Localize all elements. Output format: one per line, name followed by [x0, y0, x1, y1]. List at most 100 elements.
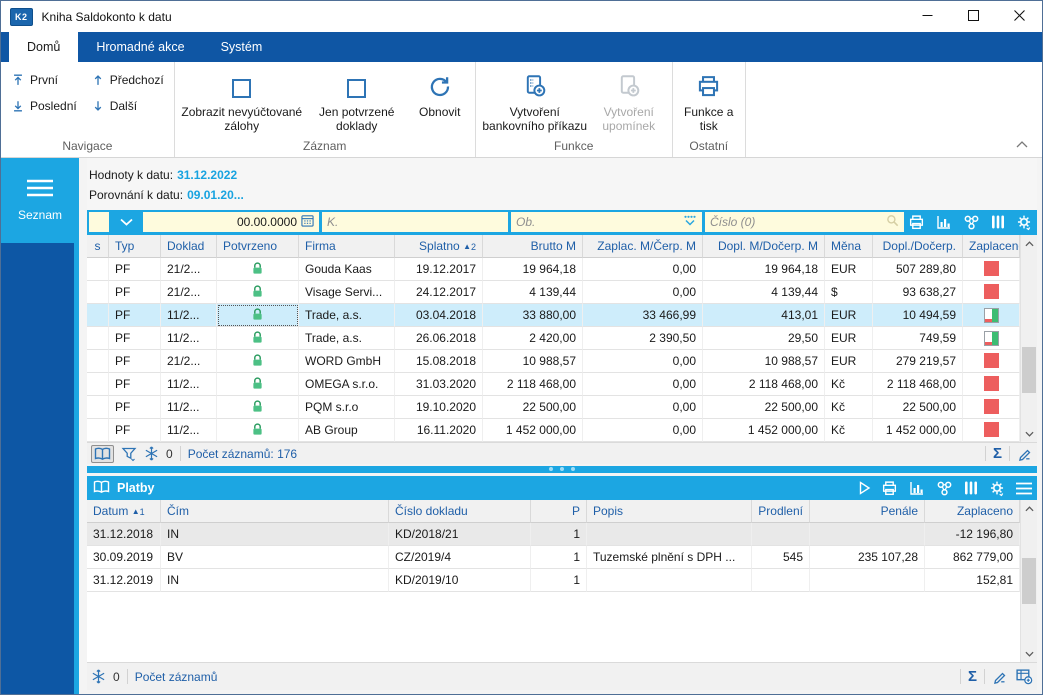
table-row[interactable]: PF 21/2... WORD GmbH 15.08.2018 10 988,57 0,0… — [87, 350, 1020, 373]
cell-brutto: 19 964,18 — [483, 258, 583, 281]
k-filter-input[interactable]: K. — [322, 212, 508, 232]
date-filter-input[interactable]: 00.00.0000 — [143, 212, 319, 232]
view-book-button[interactable] — [91, 444, 114, 463]
table-row[interactable]: PF 21/2... Gouda Kaas 19.12.2017 19 964,18 0,… — [87, 258, 1020, 281]
create-bank-order-button[interactable]: Vytvoření bankovního příkazu — [480, 66, 590, 138]
tab-system[interactable]: Systém — [220, 40, 263, 54]
close-button[interactable] — [996, 1, 1042, 32]
cell-mena: Kč — [825, 396, 873, 419]
columns-button[interactable] — [963, 480, 979, 496]
scroll-down-button[interactable] — [1021, 425, 1037, 442]
nav-next-button[interactable]: Další — [91, 94, 164, 118]
tab-hromadne-akce[interactable]: Hromadné akce — [96, 40, 185, 54]
col-splatno[interactable]: Splatno ▲2 — [395, 235, 483, 258]
col-datum[interactable]: Datum ▲1 — [87, 500, 161, 523]
compare-date[interactable]: 09.01.20... — [187, 188, 244, 202]
sidebar-tab-seznam[interactable]: Seznam — [1, 158, 79, 243]
col-typ[interactable]: Typ — [109, 235, 161, 258]
platby-row[interactable]: 31.12.2018 IN KD/2018/21 1 -12 196,80 — [87, 523, 1020, 546]
col-brutto-m[interactable]: Brutto M — [483, 235, 583, 258]
snowflake-icon[interactable] — [91, 669, 106, 684]
filter-dropdown-button[interactable] — [112, 212, 140, 232]
tab-domu[interactable]: Domů — [9, 32, 79, 62]
cell-potvrzeno — [217, 304, 299, 327]
nav-first-button[interactable]: První — [11, 68, 77, 92]
print-button[interactable] — [880, 480, 899, 497]
col-dopl-docerp[interactable]: Dopl./Dočerp. — [873, 235, 963, 258]
refresh-button[interactable]: Obnovit — [409, 66, 471, 138]
platby-table-body: 31.12.2018 IN KD/2018/21 1 -12 196,80 30.09.2… — [87, 523, 1020, 592]
saldo-vertical-scrollbar[interactable] — [1020, 235, 1037, 442]
scroll-thumb[interactable] — [1022, 558, 1036, 604]
table-row[interactable]: PF 11/2... AB Group 16.11.2020 1 452 000,00 0… — [87, 419, 1020, 442]
ob-filter-placeholder: Ob. — [516, 215, 536, 229]
settings-button[interactable] — [1015, 214, 1033, 231]
col-dopl-m[interactable]: Dopl. M/Dočerp. M — [703, 235, 825, 258]
ob-filter-input[interactable]: Ob. — [511, 212, 702, 232]
multi-select-icon[interactable] — [683, 215, 697, 229]
col-p[interactable]: P — [531, 500, 587, 523]
number-filter-input[interactable]: Číslo (0) — [705, 212, 904, 232]
chart-button[interactable] — [908, 480, 926, 496]
cell-mena: EUR — [825, 258, 873, 281]
table-row[interactable]: PF 11/2... Trade, a.s. 26.06.2018 2 420,00 2 … — [87, 327, 1020, 350]
settings-button[interactable] — [988, 480, 1006, 497]
col-potvrzeno[interactable]: Potvrzeno — [217, 235, 299, 258]
sum-button[interactable]: Σ — [967, 667, 977, 685]
nav-last-button[interactable]: Poslední — [11, 94, 77, 118]
table-row[interactable]: PF 11/2... OMEGA s.r.o. 31.03.2020 2 118 468… — [87, 373, 1020, 396]
col-zaplaceno[interactable]: Zaplaceno — [963, 235, 1020, 258]
cell-doplcerp: 279 219,57 — [873, 350, 963, 373]
minimize-button[interactable] — [904, 1, 950, 32]
panel-splitter[interactable] — [87, 464, 1037, 474]
nav-previous-button[interactable]: Předchozí — [91, 68, 164, 92]
chart-button[interactable] — [935, 214, 953, 230]
menu-button[interactable] — [1015, 482, 1033, 495]
col-firma[interactable]: Firma — [299, 235, 395, 258]
col-mena[interactable]: Měna — [825, 235, 873, 258]
cell-s — [87, 327, 109, 350]
edit-button[interactable] — [992, 669, 1008, 685]
table-row[interactable]: PF 11/2... PQM s.r.o 19.10.2020 22 500,00 0,0… — [87, 396, 1020, 419]
print-button[interactable] — [907, 214, 926, 231]
platby-row[interactable]: 30.09.2019 BV CZ/2019/4 1 Tuzemské plnění s … — [87, 546, 1020, 569]
relations-button[interactable] — [962, 214, 981, 231]
add-record-button[interactable] — [1015, 668, 1033, 685]
scroll-thumb[interactable] — [1022, 347, 1036, 393]
only-confirmed-docs-toggle[interactable]: Jen potvrzené doklady — [305, 66, 409, 138]
col-zaplaceno[interactable]: Zaplaceno — [925, 500, 1020, 523]
filter-color-box[interactable] — [89, 212, 109, 232]
col-zaplac-m[interactable]: Zaplac. M/Čerp. M — [583, 235, 703, 258]
functions-print-button[interactable]: Funkce a tisk — [677, 66, 741, 138]
paid-indicator — [983, 261, 999, 276]
nav-last-label: Poslední — [30, 99, 77, 113]
scroll-up-button[interactable] — [1021, 500, 1037, 517]
snowflake-icon[interactable] — [144, 446, 159, 461]
col-prodleni[interactable]: Prodlení — [752, 500, 810, 523]
platby-row[interactable]: 31.12.2019 IN KD/2019/10 1 152,81 — [87, 569, 1020, 592]
maximize-button[interactable] — [950, 1, 996, 32]
col-s[interactable]: s — [87, 235, 109, 258]
col-cislo-dokladu[interactable]: Číslo dokladu — [389, 500, 531, 523]
values-date[interactable]: 31.12.2022 — [177, 168, 238, 182]
sum-button[interactable]: Σ — [992, 444, 1002, 462]
platby-vertical-scrollbar[interactable] — [1020, 500, 1037, 662]
col-popis[interactable]: Popis — [587, 500, 752, 523]
col-penale[interactable]: Penále — [810, 500, 925, 523]
filter-funnel-button[interactable] — [121, 446, 137, 462]
col-cim[interactable]: Čím — [161, 500, 389, 523]
col-doklad[interactable]: Doklad — [161, 235, 217, 258]
show-unbilled-advances-toggle[interactable]: Zobrazit nevyúčtované zálohy — [179, 66, 305, 138]
scroll-down-button[interactable] — [1021, 645, 1037, 662]
calendar-icon[interactable] — [301, 214, 314, 230]
ribbon-collapse-button[interactable] — [1016, 137, 1028, 151]
relations-button[interactable] — [935, 480, 954, 497]
table-row[interactable]: PF 11/2... Trade, a.s. 03.04.2018 33 880,00 3… — [87, 304, 1020, 327]
edit-button[interactable] — [1017, 446, 1033, 462]
table-row[interactable]: PF 21/2... Visage Servi... 24.12.2017 4 139,… — [87, 281, 1020, 304]
columns-button[interactable] — [990, 214, 1006, 230]
scroll-up-button[interactable] — [1021, 235, 1037, 252]
saldo-table-header: s Typ Doklad Potvrzeno Firma Splatno ▲2 … — [87, 235, 1020, 258]
cell-penale: 235 107,28 — [810, 546, 925, 569]
run-button[interactable] — [858, 481, 871, 495]
